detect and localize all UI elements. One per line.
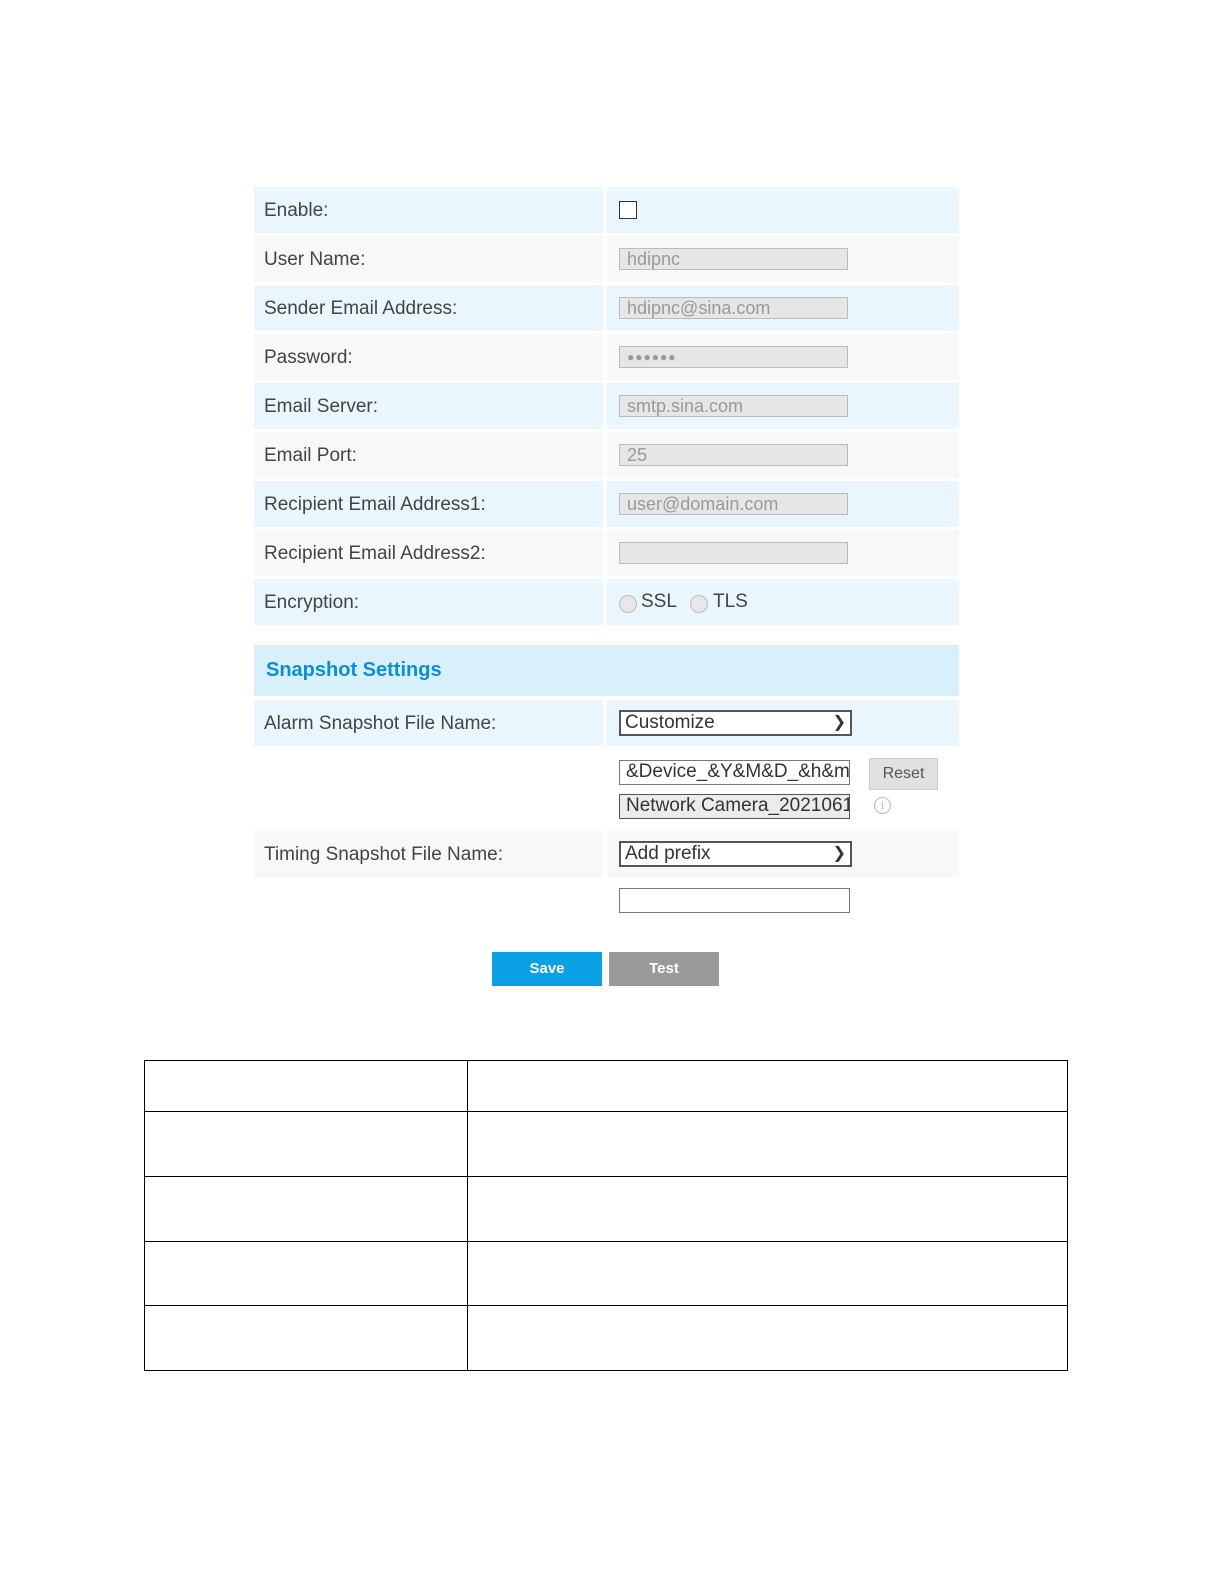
timing-snapshot-select[interactable]: Add prefix ❯	[619, 841, 852, 867]
table-cell	[144, 1060, 468, 1112]
ssl-label: SSL	[641, 591, 677, 612]
email-port-row: Email Port: 25	[254, 432, 959, 478]
user-name-row: User Name: hdipnc	[254, 236, 959, 282]
sender-email-address-row: Sender Email Address: hdipnc@sina.com	[254, 285, 959, 331]
save-button[interactable]: Save	[492, 952, 602, 986]
table-row	[144, 1305, 1068, 1371]
password-input[interactable]: ●●●●●●	[619, 346, 848, 368]
enable-row: Enable:	[254, 187, 959, 233]
email-port-input[interactable]: 25	[619, 444, 848, 466]
table-cell	[144, 1176, 468, 1242]
timing-prefix-input[interactable]	[619, 888, 850, 913]
alarm-snapshot-row: Alarm Snapshot File Name: Customize ❯	[254, 700, 959, 746]
table-cell	[144, 1241, 468, 1306]
chevron-down-icon: ❯	[832, 845, 846, 862]
recipient-email-address2-input[interactable]	[619, 542, 848, 564]
table-row	[144, 1111, 1068, 1177]
password-row: Password: ●●●●●●	[254, 334, 959, 380]
tls-radio[interactable]	[690, 595, 708, 613]
table-cell	[467, 1060, 1068, 1112]
table-cell	[467, 1176, 1068, 1242]
encryption-label: Encryption:	[264, 592, 360, 613]
recipient-email-address1-row: Recipient Email Address1: user@domain.com	[254, 481, 959, 527]
alarm-select-value: Customize	[625, 712, 715, 733]
table-cell	[467, 1241, 1068, 1306]
table-cell	[467, 1305, 1068, 1371]
info-icon[interactable]: i	[874, 797, 891, 814]
snapshot-settings-title: Snapshot Settings	[266, 659, 442, 681]
table-row	[144, 1176, 1068, 1242]
alarm-snapshot-select[interactable]: Customize ❯	[619, 710, 852, 736]
enable-checkbox[interactable]	[619, 201, 637, 219]
email-server-label: Email Server:	[264, 396, 379, 417]
test-button[interactable]: Test	[609, 952, 719, 986]
password-label: Password:	[264, 347, 353, 368]
timing-snapshot-label: Timing Snapshot File Name:	[264, 844, 504, 865]
enable-label: Enable:	[264, 200, 329, 221]
recipient-email-address1-input[interactable]: user@domain.com	[619, 493, 848, 515]
recipient-email-address2-row: Recipient Email Address2:	[254, 530, 959, 576]
alarm-snapshot-label: Alarm Snapshot File Name:	[264, 713, 497, 734]
table-cell	[144, 1305, 468, 1371]
snapshot-settings-header: Snapshot Settings	[254, 645, 959, 696]
user-name-input[interactable]: hdipnc	[619, 248, 848, 270]
empty-table	[144, 1060, 1068, 1371]
table-row	[144, 1060, 1068, 1112]
timing-snapshot-row: Timing Snapshot File Name: Add prefix ❯	[254, 831, 959, 877]
tls-label: TLS	[713, 591, 748, 612]
table-row	[144, 1241, 1068, 1306]
alarm-preview-field: Network Camera_2021061	[619, 794, 850, 819]
recipient-email-address2-label: Recipient Email Address2:	[264, 543, 486, 564]
timing-select-value: Add prefix	[625, 843, 711, 864]
email-port-label: Email Port:	[264, 445, 357, 466]
sender-email-address-label: Sender Email Address:	[264, 298, 458, 319]
user-name-label: User Name:	[264, 249, 366, 270]
sender-email-address-input[interactable]: hdipnc@sina.com	[619, 297, 848, 319]
chevron-down-icon: ❯	[832, 714, 846, 731]
ssl-radio[interactable]	[619, 595, 637, 613]
table-cell	[144, 1111, 468, 1177]
email-server-input[interactable]: smtp.sina.com	[619, 395, 848, 417]
reset-button[interactable]: Reset	[869, 758, 938, 790]
alarm-pattern-input[interactable]: &Device_&Y&M&D_&h&m	[619, 760, 850, 785]
encryption-row: Encryption: SSL TLS	[254, 579, 959, 625]
recipient-email-address1-label: Recipient Email Address1:	[264, 494, 486, 515]
table-cell	[467, 1111, 1068, 1177]
email-server-row: Email Server: smtp.sina.com	[254, 383, 959, 429]
